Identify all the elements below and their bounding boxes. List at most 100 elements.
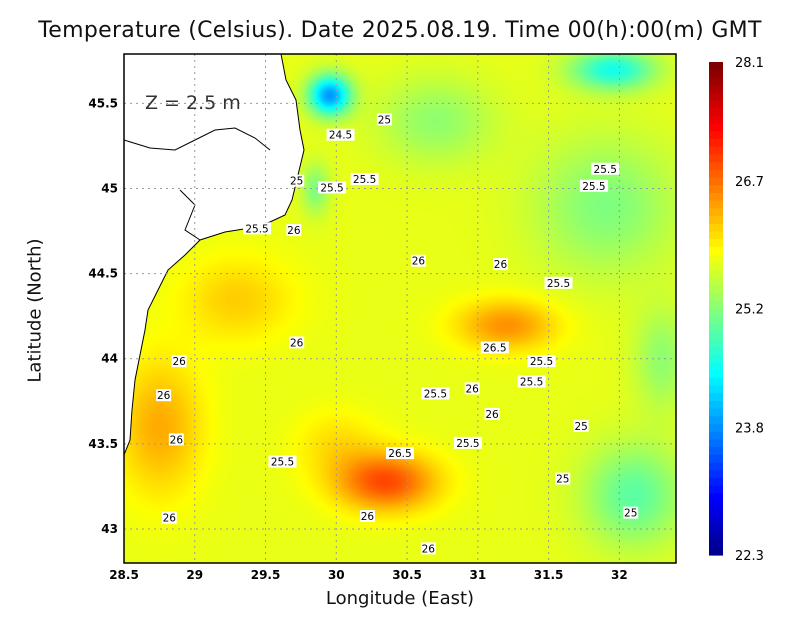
colorbar-segment <box>709 177 723 186</box>
gridlines <box>124 54 676 563</box>
svg-text:25.5: 25.5 <box>530 356 553 368</box>
svg-text:26: 26 <box>485 409 499 421</box>
contour-label: 26 <box>484 407 500 421</box>
contour-label: 26 <box>171 355 187 368</box>
coastline-detail <box>123 127 271 151</box>
colorbar-segment <box>709 308 723 317</box>
svg-text:25.5: 25.5 <box>547 278 570 290</box>
colorbar-segment <box>709 377 723 387</box>
svg-text:26: 26 <box>361 511 375 523</box>
contour-label: 25.5 <box>527 355 556 368</box>
colorbar-segment <box>709 385 723 394</box>
svg-text:25.5: 25.5 <box>594 164 617 176</box>
svg-text:26.5: 26.5 <box>388 448 411 460</box>
svg-text:25: 25 <box>378 114 391 126</box>
colorbar-segment <box>709 69 723 79</box>
colorbar-segment <box>709 293 723 302</box>
colorbar-segment <box>709 354 723 364</box>
colorbar-segment <box>709 223 723 233</box>
contour-label: 26 <box>359 510 375 523</box>
colorbar-segment <box>709 277 723 286</box>
coastline-detail <box>179 189 201 241</box>
colorbar-segment <box>709 416 723 425</box>
colorbar-segment <box>709 508 723 518</box>
colorbar-segment <box>709 154 723 163</box>
x-tick-label: 31 <box>469 568 486 582</box>
colorbar-tick-label: 28.1 <box>735 56 764 71</box>
colorbar-segment <box>709 300 723 310</box>
colorbar-tick-label: 22.3 <box>735 549 764 564</box>
svg-text:25: 25 <box>574 421 587 433</box>
y-tick-label: 44.5 <box>88 267 118 281</box>
svg-text:26: 26 <box>170 434 184 446</box>
contour-label: 25.5 <box>318 181 347 194</box>
colorbar-segment <box>709 370 723 379</box>
colorbar-segment <box>709 323 723 333</box>
contour-label: 25.5 <box>268 455 297 469</box>
colorbar-segment <box>709 447 723 456</box>
contour-label: 25.5 <box>421 387 450 400</box>
colorbar-segment <box>709 285 723 294</box>
colorbar-segment <box>709 501 723 510</box>
contour-label: 25 <box>289 174 305 188</box>
colorbar-segment <box>709 92 723 102</box>
colorbar: 28.1 26.7 25.2 23.8 22.3 <box>709 56 764 564</box>
colorbar-segment <box>709 185 723 194</box>
colorbar-segment <box>709 239 723 248</box>
colorbar-segment <box>709 192 723 202</box>
y-tick-label: 45 <box>101 181 118 195</box>
colorbar-segment <box>709 123 723 132</box>
colorbar-tick-label: 23.8 <box>735 422 764 437</box>
x-tick-label: 29 <box>186 568 203 582</box>
colorbar-segment <box>709 454 723 464</box>
colorbar-segment <box>709 477 723 487</box>
colorbar-segment <box>709 393 723 402</box>
colorbar-segment <box>709 516 723 525</box>
contour-label: 25.5 <box>591 162 620 176</box>
colorbar-segment <box>709 339 723 348</box>
colorbar-segment <box>709 85 723 94</box>
svg-text:26: 26 <box>290 337 304 349</box>
x-tick-label: 30 <box>328 568 345 582</box>
contour-label: 25.5 <box>350 172 379 186</box>
colorbar-segment <box>709 400 723 410</box>
svg-text:26: 26 <box>422 543 436 555</box>
svg-text:25.5: 25.5 <box>353 174 376 186</box>
contour-label: 26 <box>420 542 436 555</box>
colorbar-segment <box>709 131 723 140</box>
svg-text:24.5: 24.5 <box>329 130 352 142</box>
colorbar-segment <box>709 524 723 533</box>
contour-label: 26 <box>410 254 426 268</box>
contour-label: 25.5 <box>579 179 608 193</box>
svg-text:26: 26 <box>173 356 187 368</box>
x-axis-label: Longitude (East) <box>325 588 475 609</box>
svg-text:25.5: 25.5 <box>456 438 479 450</box>
contour-label: 26 <box>289 336 305 349</box>
plot-frame <box>123 53 677 564</box>
land-mass <box>123 53 305 456</box>
contour-label: 25.5 <box>517 375 546 389</box>
svg-text:26: 26 <box>163 513 177 525</box>
svg-text:26: 26 <box>287 225 301 237</box>
colorbar-segment <box>709 462 723 471</box>
x-tick-label: 32 <box>611 568 628 582</box>
colorbar-segment <box>709 200 723 209</box>
y-tick-label: 45.5 <box>88 96 118 110</box>
colorbar-segment <box>709 424 723 433</box>
svg-text:25: 25 <box>290 176 303 188</box>
colorbar-segment <box>709 331 723 340</box>
x-tick-label: 31.5 <box>534 568 564 582</box>
svg-text:25.5: 25.5 <box>520 377 543 389</box>
contour-label: 25.5 <box>243 222 272 235</box>
colorbar-segment <box>709 62 723 71</box>
colorbar-segment <box>709 408 723 417</box>
colorbar-segment <box>709 115 723 125</box>
svg-text:25.5: 25.5 <box>582 181 605 193</box>
contour-label: 26 <box>168 433 184 446</box>
colorbar-segment <box>709 539 723 548</box>
contour-labels: 24.5 25 25 25.5 25.5 25.5 26 25.5 25.5 26 26 25.5 26… <box>156 113 639 555</box>
contour-label: 25 <box>376 113 392 126</box>
colorbar-segment <box>709 77 723 86</box>
